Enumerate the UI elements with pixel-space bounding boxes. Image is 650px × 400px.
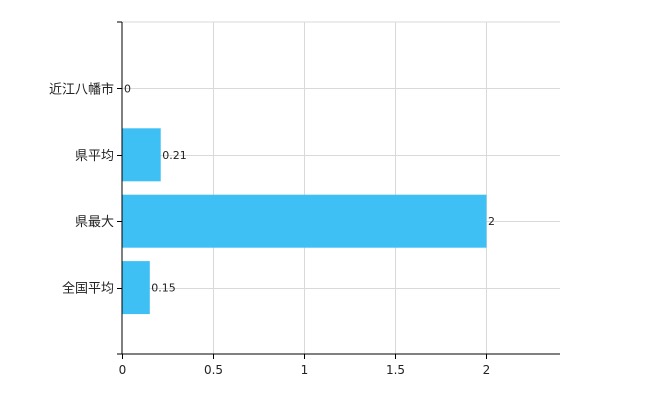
bar [122, 128, 161, 182]
x-tick-label: 1 [301, 363, 309, 377]
category-label: 全国平均 [62, 281, 114, 297]
category-label: 県最大 [75, 215, 114, 230]
category-label: 県平均 [75, 149, 114, 164]
data-label: 0.21 [162, 149, 187, 162]
labels: 0 0.5 1 1.5 2 近江八幡市 0 県平均 0.21 県最大 2 全国平均 0.15 [49, 81, 495, 377]
grid [122, 21, 560, 354]
bars [122, 128, 487, 315]
category-label: 近江八幡市 [49, 81, 114, 97]
bar [122, 261, 150, 315]
bar [122, 194, 487, 248]
x-tick-label: 0 [119, 363, 127, 377]
axes [117, 21, 560, 359]
data-label: 0.15 [151, 282, 176, 295]
data-label: 0 [124, 82, 131, 95]
x-tick-label: 1.5 [386, 363, 405, 377]
x-tick-label: 0.5 [204, 363, 223, 377]
data-label: 2 [488, 215, 495, 228]
x-tick-label: 2 [483, 363, 491, 377]
